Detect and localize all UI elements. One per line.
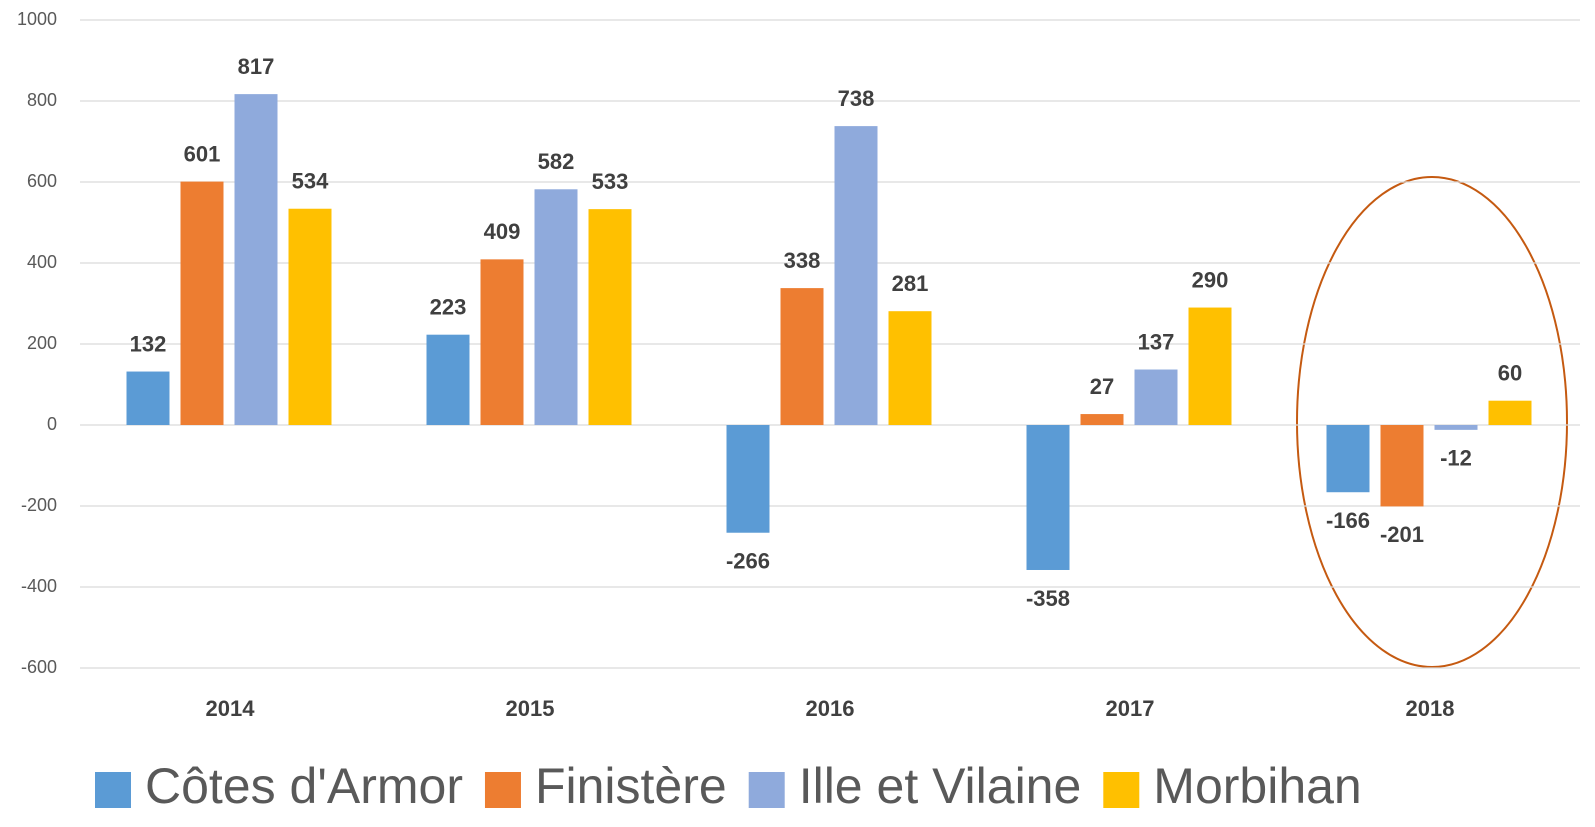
y-tick-label: 400 bbox=[27, 252, 57, 272]
bar bbox=[1134, 369, 1178, 425]
data-label: 409 bbox=[484, 219, 521, 244]
bar bbox=[426, 334, 470, 425]
bar bbox=[1488, 400, 1532, 425]
bar bbox=[1326, 425, 1370, 493]
legend-label: Ille et Vilaine bbox=[799, 758, 1082, 814]
x-tick-label: 2017 bbox=[1106, 696, 1155, 721]
data-label: 60 bbox=[1498, 361, 1522, 386]
data-label: -201 bbox=[1380, 522, 1424, 547]
bar bbox=[288, 208, 332, 425]
y-tick-label: 800 bbox=[27, 90, 57, 110]
x-tick-label: 2014 bbox=[206, 696, 256, 721]
bar bbox=[588, 209, 632, 425]
y-tick-label: 600 bbox=[27, 171, 57, 191]
data-label: 582 bbox=[538, 149, 575, 174]
data-label: -358 bbox=[1026, 586, 1070, 611]
bar bbox=[834, 126, 878, 426]
bar bbox=[480, 259, 524, 425]
y-tick-label: -400 bbox=[21, 576, 57, 596]
data-label: 132 bbox=[130, 331, 167, 356]
highlight-ellipse bbox=[1296, 176, 1568, 668]
x-tick-label: 2018 bbox=[1406, 696, 1455, 721]
legend-label: Finistère bbox=[535, 758, 727, 814]
x-tick-label: 2015 bbox=[506, 696, 555, 721]
bar bbox=[126, 371, 170, 425]
bar bbox=[1080, 414, 1124, 425]
data-label: 27 bbox=[1090, 374, 1114, 399]
data-label: 601 bbox=[184, 141, 221, 166]
data-label: -266 bbox=[726, 549, 770, 574]
data-label: -166 bbox=[1326, 508, 1370, 533]
bar bbox=[234, 94, 278, 426]
data-label: 223 bbox=[430, 294, 467, 319]
x-tick-label: 2016 bbox=[806, 696, 855, 721]
data-label: 817 bbox=[238, 54, 275, 79]
data-label: 281 bbox=[892, 271, 929, 296]
bar bbox=[1380, 425, 1424, 507]
y-tick-label: 0 bbox=[47, 414, 57, 434]
bar bbox=[888, 311, 932, 425]
legend-swatch bbox=[748, 772, 785, 808]
bar bbox=[1188, 307, 1232, 425]
y-tick-label: -600 bbox=[21, 657, 57, 677]
data-label: 137 bbox=[1138, 329, 1175, 354]
legend-label: Côtes d'Armor bbox=[145, 758, 463, 814]
data-label: 533 bbox=[592, 169, 629, 194]
legend-swatch bbox=[484, 772, 521, 808]
bar bbox=[1434, 425, 1478, 430]
bar bbox=[780, 288, 824, 425]
bar bbox=[1026, 425, 1070, 570]
y-tick-label: 1000 bbox=[17, 9, 57, 29]
bar bbox=[180, 181, 224, 425]
y-tick-label: 200 bbox=[27, 333, 57, 353]
legend-label: Morbihan bbox=[1153, 758, 1361, 814]
data-label: 534 bbox=[292, 169, 329, 194]
data-label: 338 bbox=[784, 248, 821, 273]
data-label: -12 bbox=[1440, 446, 1472, 471]
y-tick-label: -200 bbox=[21, 495, 57, 515]
bar bbox=[534, 189, 578, 425]
data-label: 290 bbox=[1192, 267, 1229, 292]
data-label: 738 bbox=[838, 86, 875, 111]
bar bbox=[726, 425, 770, 533]
legend-swatch bbox=[1103, 772, 1140, 808]
legend-swatch bbox=[95, 772, 131, 808]
